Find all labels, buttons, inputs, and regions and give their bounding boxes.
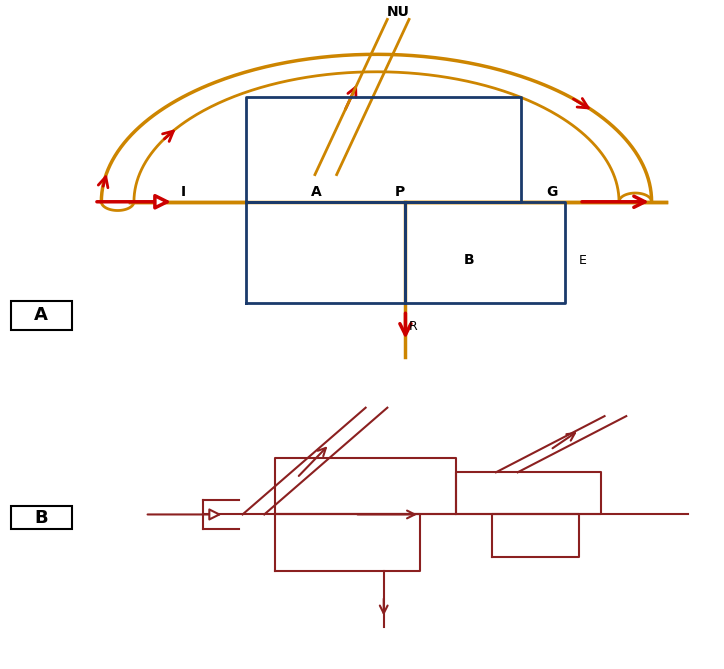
Text: B: B [35, 509, 48, 527]
Text: R: R [409, 320, 418, 332]
Text: G: G [547, 185, 558, 199]
Text: A: A [311, 185, 322, 199]
Text: E: E [579, 254, 587, 267]
Bar [11, 301, 72, 330]
Text: A: A [34, 306, 49, 324]
Bar [11, 506, 72, 529]
Text: P: P [395, 185, 405, 199]
Text: I: I [181, 185, 186, 199]
Text: NU: NU [387, 5, 410, 19]
Text: B: B [463, 253, 474, 267]
